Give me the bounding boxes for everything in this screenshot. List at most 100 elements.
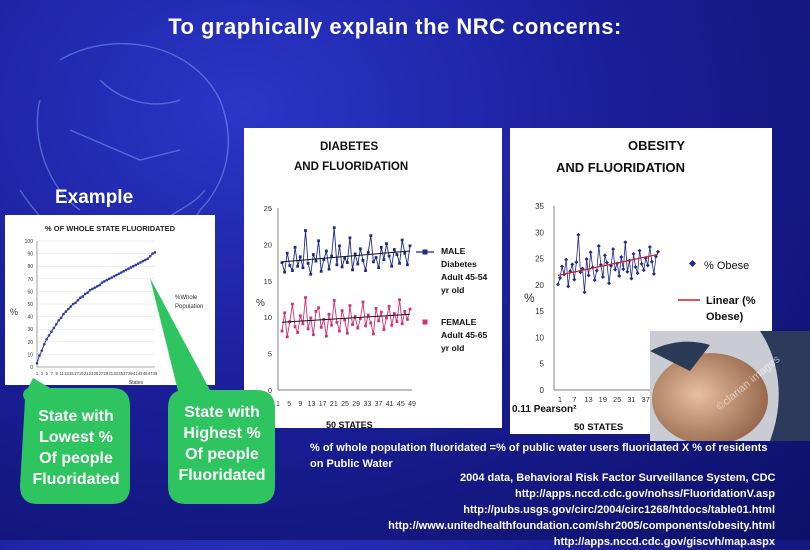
data-point <box>361 300 365 304</box>
data-point <box>317 239 320 243</box>
data-point <box>633 265 638 269</box>
data-point <box>306 327 310 331</box>
data-point <box>296 331 300 334</box>
data-point <box>408 244 412 248</box>
data-point <box>103 280 106 283</box>
x-tick-label: 45 <box>397 401 405 408</box>
x-tick-label: 37 <box>375 401 383 408</box>
data-point <box>377 319 381 323</box>
x-tick-label: 47 <box>148 371 153 376</box>
data-point <box>403 309 407 313</box>
data-point <box>348 304 352 307</box>
data-point <box>607 281 612 286</box>
legend-label-male: MALE Diabetes Adult 45-54 yr old <box>441 246 488 295</box>
data-point <box>42 343 46 346</box>
note-source: 2004 data, Behavioral Risk Factor Survei… <box>460 472 776 484</box>
data-point <box>309 316 313 320</box>
data-point <box>322 258 326 262</box>
data-point <box>358 317 362 321</box>
data-point <box>613 267 618 272</box>
example-label: Example <box>55 187 134 208</box>
data-point <box>332 299 336 302</box>
data-point <box>88 288 92 292</box>
data-point <box>298 314 302 318</box>
data-point <box>62 312 65 316</box>
data-point <box>76 298 80 302</box>
data-point <box>332 226 336 230</box>
data-point <box>348 236 352 240</box>
data-point <box>40 349 44 352</box>
data-point <box>390 264 394 268</box>
data-point <box>403 251 407 255</box>
data-point <box>374 256 378 259</box>
data-point <box>372 260 375 264</box>
data-point <box>74 301 77 305</box>
source-link-4[interactable]: http://apps.nccd.cdc.gov/giscvh/map.aspx <box>553 536 775 548</box>
y-tick-label: 15 <box>535 307 544 316</box>
data-point <box>69 305 73 308</box>
data-point <box>340 309 344 313</box>
x-tick-label: 13 <box>584 395 592 404</box>
trend-line <box>557 253 659 276</box>
data-point <box>280 329 284 333</box>
y-tick-label: 70 <box>27 277 33 283</box>
pearson-label: 0.11 Pearson² <box>512 404 577 415</box>
data-point <box>107 277 111 281</box>
chart3-title-line1: OBESITY <box>628 138 685 153</box>
data-point <box>141 259 145 263</box>
chart3-title-line2: AND FLUORIDATION <box>556 160 685 175</box>
x-tick-label: 7 <box>572 395 576 404</box>
data-point <box>641 268 646 273</box>
y-tick-label: 35 <box>535 202 544 211</box>
data-point <box>649 259 654 264</box>
chart1-title: % OF WHOLE STATE FLUORIDATED <box>45 224 176 233</box>
data-point <box>395 253 399 256</box>
source-link-1[interactable]: http://apps.nccd.cdc.gov/nohss/Fluoridat… <box>515 488 775 500</box>
data-point <box>364 324 367 328</box>
data-point <box>392 312 396 315</box>
x-tick-label: 13 <box>308 401 316 408</box>
legend-label-2: Population <box>175 304 203 310</box>
data-point <box>647 245 652 249</box>
y-tick-label: 25 <box>264 204 272 213</box>
y-tick-label: 15 <box>264 277 272 286</box>
data-point <box>356 326 360 330</box>
data-point <box>398 298 401 302</box>
data-point <box>317 306 320 310</box>
data-point <box>586 273 591 278</box>
data-point <box>151 252 154 255</box>
data-point <box>340 265 344 269</box>
source-links: http://apps.nccd.cdc.gov/nohss/Fluoridat… <box>380 486 775 550</box>
data-point <box>387 304 391 308</box>
y-tick-label: 25 <box>535 255 544 264</box>
y-tick-label: 30 <box>27 327 33 333</box>
x-tick-label: 25 <box>341 401 349 408</box>
data-point <box>645 263 650 268</box>
data-point <box>338 244 341 248</box>
callout-high-text: State with Highest % Of people Fluoridat… <box>178 404 266 484</box>
source-link-3[interactable]: http://www.unitedhealthfoundation.com/sh… <box>388 520 775 532</box>
data-point <box>288 264 292 267</box>
x-tick-label: 23 <box>89 371 94 376</box>
data-point <box>112 274 116 278</box>
y-axis-label: % <box>10 307 18 317</box>
source-link-2[interactable]: http://pubs.usgs.gov/circ/2004/circ1268/… <box>463 504 775 516</box>
data-point <box>83 292 87 296</box>
data-point <box>304 229 307 232</box>
data-point <box>298 255 302 259</box>
data-point <box>651 271 656 276</box>
data-point <box>400 322 404 326</box>
x-tick-label: 41 <box>133 371 138 376</box>
data-point <box>293 325 297 329</box>
data-point <box>38 354 41 357</box>
data-point <box>153 251 157 254</box>
data-point <box>119 271 123 274</box>
data-point <box>405 263 409 267</box>
data-point <box>576 232 581 237</box>
data-point <box>382 258 386 262</box>
x-tick-label: 5 <box>287 401 291 408</box>
data-point <box>296 264 300 268</box>
data-point <box>136 262 140 265</box>
data-point <box>558 276 563 281</box>
y-tick-label: 5 <box>268 350 272 359</box>
